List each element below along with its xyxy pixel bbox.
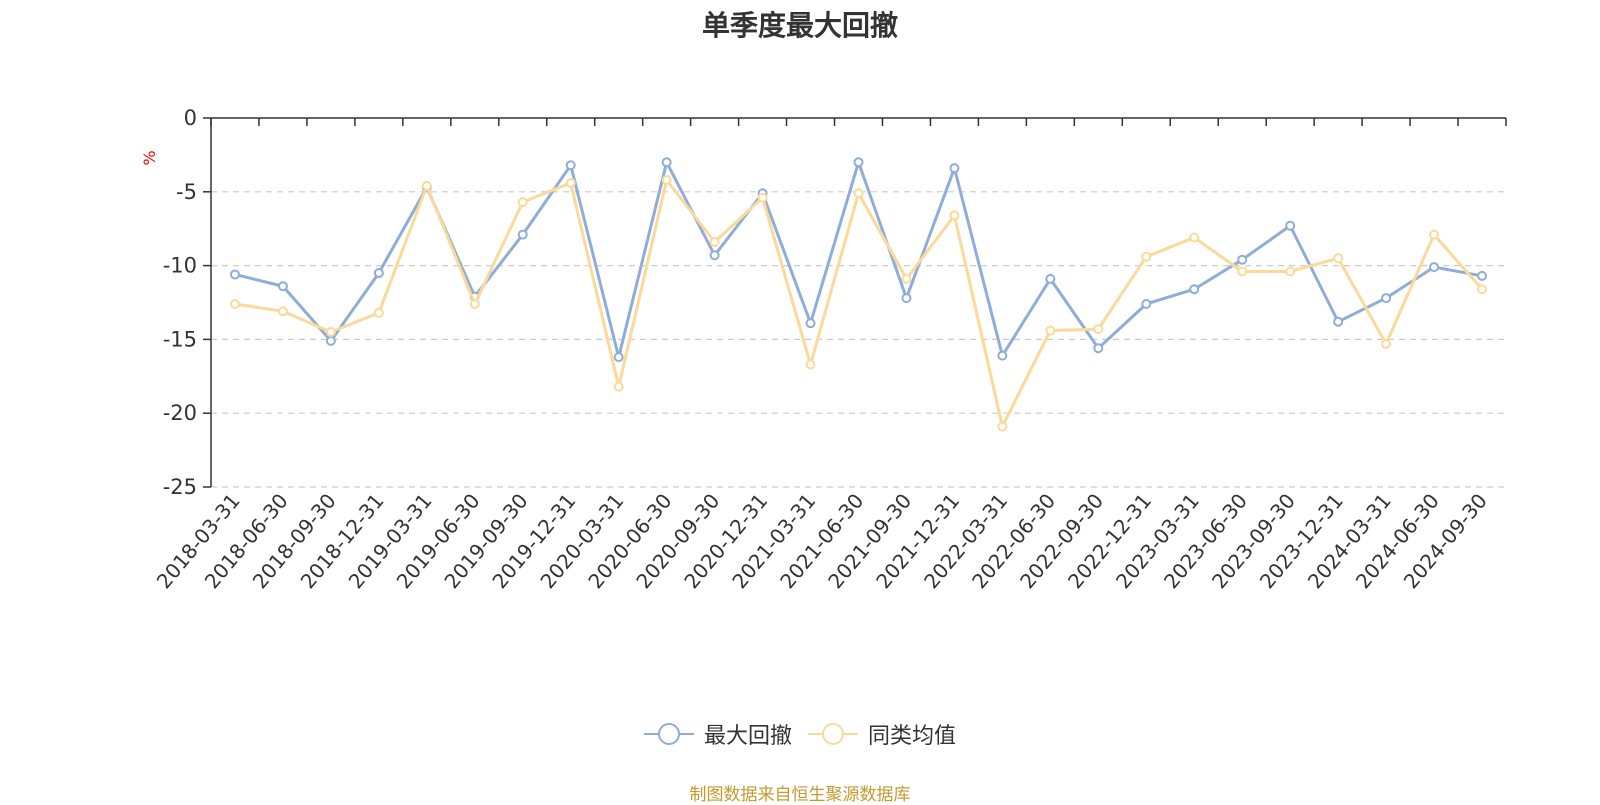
series-layer [229, 157, 1488, 432]
series-1-point [901, 293, 912, 304]
y-axis-unit-label: % [140, 150, 159, 165]
series-1-point [565, 160, 576, 171]
series-2-point [1189, 232, 1200, 243]
series-2-point [325, 327, 336, 338]
series-2-point [565, 177, 576, 188]
series-2-point [373, 307, 384, 318]
legend: 最大回撤 同类均值 [0, 718, 1600, 750]
legend-marker-peer-average [808, 723, 858, 745]
series-1-point [1045, 273, 1056, 284]
series-2-point [613, 381, 624, 392]
series-1-point [997, 350, 1008, 361]
series-2-point [229, 298, 240, 309]
series-2-point [1333, 253, 1344, 264]
y-tick-label: -5 [176, 180, 197, 204]
series-1-point [1333, 316, 1344, 327]
series-1-point [277, 281, 288, 292]
series-1-point [805, 318, 816, 329]
data-source-note: 制图数据来自恒生聚源数据库 [689, 785, 911, 805]
y-tick-label: -25 [163, 475, 197, 499]
series-2-point [1093, 324, 1104, 335]
series-2-point [997, 421, 1008, 432]
series-2-point [277, 306, 288, 317]
series-1-point [709, 250, 720, 261]
series-1-point [1477, 270, 1488, 281]
line-chart: 0-5-10-15-20-252018-03-312018-06-302018-… [140, 106, 1507, 593]
series-2-point [949, 210, 960, 221]
series-2-point [1477, 284, 1488, 295]
series-1-point [229, 269, 240, 280]
series-2-point [757, 192, 768, 203]
series-2-point [1045, 325, 1056, 336]
series-2-point [661, 174, 672, 185]
series-2-point [853, 188, 864, 199]
y-tick-label: 0 [184, 106, 197, 130]
chart-title: 单季度最大回撤 [701, 9, 898, 42]
series-1-point [1429, 262, 1440, 273]
series-1-point [517, 229, 528, 240]
y-tick-label: -15 [163, 327, 197, 351]
y-tick-label: -10 [163, 254, 197, 278]
series-line-2 [234, 178, 1484, 428]
series-2-point [1237, 266, 1248, 277]
axes: 0-5-10-15-20-252018-03-312018-06-302018-… [140, 106, 1507, 593]
series-2-point [1141, 251, 1152, 262]
legend-item-max-drawdown[interactable]: 最大回撤 [643, 718, 792, 750]
series-1-point [1285, 220, 1296, 231]
series-1-point [853, 157, 864, 168]
series-2-point [709, 236, 720, 247]
series-2-point [1429, 229, 1440, 240]
grid-lines [211, 191, 1506, 488]
series-1-point [1093, 343, 1104, 354]
legend-label-peer-average: 同类均值 [868, 724, 957, 749]
series-1-point [1141, 298, 1152, 309]
series-1-point [1237, 254, 1248, 265]
series-1-point [1189, 284, 1200, 295]
legend-marker-max-drawdown [643, 723, 694, 745]
series-1-point [661, 157, 672, 168]
series-2-point [1285, 266, 1296, 277]
series-2-point [469, 298, 480, 309]
series-2-point [517, 197, 528, 208]
series-2-point [1381, 338, 1392, 349]
series-2-point [421, 180, 432, 191]
series-1-point [325, 335, 336, 346]
series-1-point [1381, 293, 1392, 304]
series-2 [229, 174, 1488, 432]
series-1-point [949, 163, 960, 174]
series-2-point [901, 273, 912, 284]
series-1-point [613, 352, 624, 363]
legend-label-max-drawdown: 最大回撤 [703, 724, 792, 749]
legend-item-peer-average[interactable]: 同类均值 [808, 718, 956, 750]
y-tick-label: -20 [163, 401, 197, 425]
series-2-point [805, 359, 816, 370]
series-1-point [373, 267, 384, 278]
